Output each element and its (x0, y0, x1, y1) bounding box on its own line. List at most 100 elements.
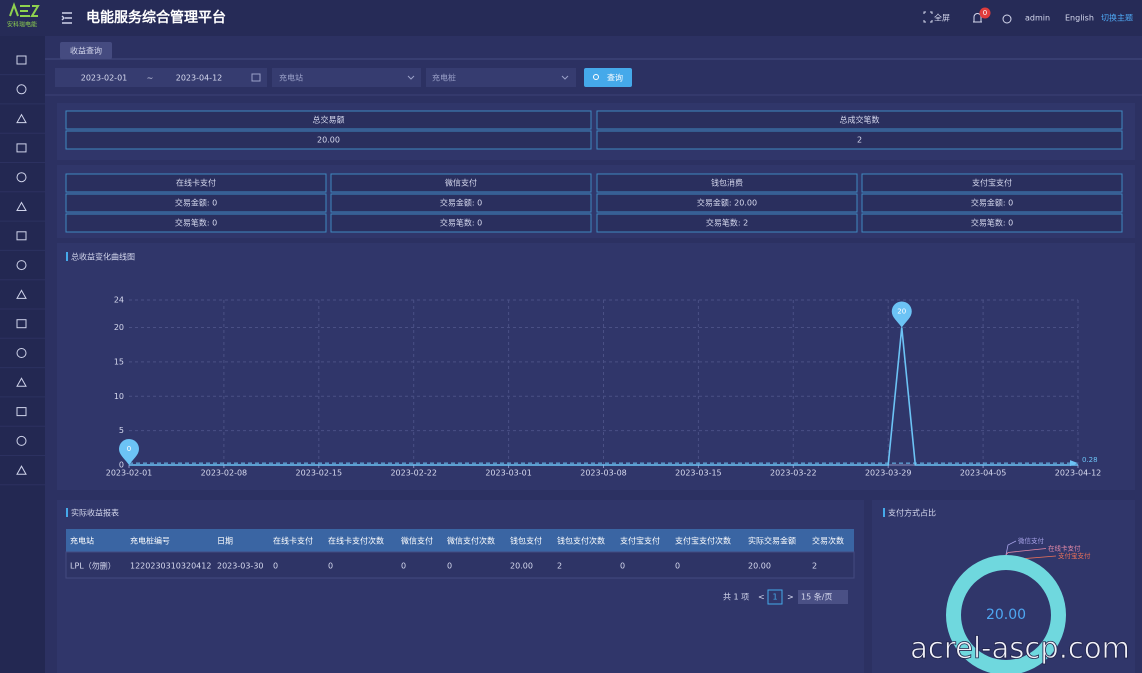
nav-icon[interactable] (16, 201, 27, 211)
language[interactable]: English (1065, 14, 1094, 23)
table-cell: 0 (401, 562, 406, 571)
payment-count: 交易笔数: 0 (175, 218, 217, 228)
summary-label: 总成交笔数 (840, 115, 880, 125)
table-header: 在线卡支付次数 (328, 536, 384, 546)
payment-box (861, 213, 1123, 233)
start-date[interactable]: 2023-02-01 (81, 74, 128, 83)
pagination-prev[interactable]: < (758, 593, 765, 602)
nav-icon[interactable] (16, 465, 27, 475)
table-cell: 0 (620, 562, 625, 571)
nav-icon[interactable] (16, 435, 27, 446)
pagination-page[interactable]: 1 (772, 593, 777, 602)
pile-select[interactable] (426, 68, 576, 87)
table-cell: LPL（勿删） (70, 561, 116, 571)
page-size-box[interactable] (798, 590, 848, 604)
payment-amount: 交易金额: 0 (971, 198, 1013, 208)
pagination-next[interactable]: > (787, 593, 794, 602)
tab-label[interactable]: 收益查询 (70, 46, 102, 56)
table-header: 支付宝支付 (620, 536, 660, 546)
table-cell: 0 (273, 562, 278, 571)
y-tick-label: 5 (119, 426, 124, 435)
table-title: 实际收益报表 (71, 508, 119, 518)
nav-icon[interactable] (16, 377, 27, 387)
end-date[interactable]: 2023-04-12 (176, 74, 223, 83)
leader-line (1005, 548, 1047, 556)
theme-switch[interactable]: 切换主题 (1101, 13, 1133, 23)
query-button[interactable] (584, 68, 632, 87)
pagination-page-box[interactable] (767, 589, 783, 605)
y-tick-label: 24 (114, 296, 124, 305)
station-select[interactable] (272, 68, 421, 87)
query-label[interactable]: 查询 (607, 73, 623, 83)
summary-label-box (596, 110, 1123, 130)
nav-icon[interactable] (16, 407, 27, 417)
payment-box (861, 173, 1123, 193)
average-label: 0.28 (1082, 456, 1098, 464)
mark-pin (891, 301, 912, 328)
table-header: 日期 (217, 537, 233, 546)
payment-name: 微信支付 (445, 178, 477, 188)
logo-text: 安科瑞电能 (7, 21, 37, 29)
donut-title: 支付方式占比 (888, 508, 936, 518)
fullscreen[interactable]: 全屏 (934, 13, 950, 23)
nav-icon[interactable] (16, 289, 27, 299)
table-cell: 1220230310320412 (130, 562, 211, 571)
y-tick-label: 0 (119, 461, 124, 470)
nav-icon[interactable] (16, 172, 27, 183)
header-bar (0, 0, 1142, 36)
pile-placeholder[interactable]: 充电桩 (432, 73, 456, 83)
x-tick-label: 2023-02-15 (296, 469, 343, 478)
bell-icon[interactable] (973, 13, 982, 23)
table-cell: 0 (447, 562, 452, 571)
nav-icon[interactable] (16, 231, 27, 241)
nav-icon[interactable] (16, 319, 27, 329)
summary-value: 20.00 (317, 136, 340, 145)
nav-icon[interactable] (16, 348, 27, 358)
date-range[interactable] (55, 68, 267, 87)
menu-toggle[interactable] (61, 12, 72, 24)
y-tick-label: 20 (114, 323, 124, 332)
payment-box (65, 193, 327, 213)
donut-panel (872, 500, 1135, 673)
title-bar (66, 508, 68, 517)
mark-pin-label: 20 (897, 308, 906, 316)
donut-label: 支付宝支付 (1058, 551, 1091, 560)
nav-icon[interactable] (16, 55, 27, 65)
badge (979, 7, 991, 19)
payment-name: 在线卡支付 (176, 178, 216, 188)
pagination-total: 共 1 项 (723, 593, 749, 602)
x-tick-label: 2023-03-22 (770, 469, 817, 478)
nav-icon[interactable] (16, 113, 27, 124)
page-size[interactable]: 15 条/页 (801, 592, 832, 602)
summary-value-box (65, 130, 592, 150)
payment-count: 交易笔数: 0 (971, 218, 1013, 228)
payment-count: 交易笔数: 2 (706, 218, 748, 228)
summary-label-box (65, 110, 592, 130)
nav-icon[interactable] (16, 143, 27, 153)
table-header: 支付宝支付次数 (675, 536, 731, 546)
app-title: 电能服务综合管理平台 (86, 9, 226, 26)
x-tick-label: 2023-04-05 (960, 469, 1007, 478)
select-arrow (407, 75, 415, 80)
nav-icon[interactable] (16, 84, 27, 95)
donut-label: 微信支付 (1018, 536, 1045, 545)
fullscreen-icon[interactable] (923, 11, 933, 23)
user[interactable]: admin (1025, 14, 1050, 23)
leader-line (1005, 540, 1017, 556)
watermark: acrel-ascp.com (910, 631, 1130, 665)
x-tick-label: 2023-02-22 (390, 469, 437, 478)
table-cell: 20.00 (748, 562, 771, 571)
nav-icon[interactable] (16, 260, 27, 271)
summary-value-box (596, 130, 1123, 150)
tab[interactable] (60, 42, 112, 59)
payment-box (330, 213, 592, 233)
x-tick-label: 2023-02-01 (106, 469, 153, 478)
donut-center: 20.00 (986, 607, 1026, 623)
payment-box (330, 173, 592, 193)
table-panel (57, 500, 864, 673)
table-cell: 0 (328, 562, 333, 571)
station-placeholder[interactable]: 充电站 (279, 73, 303, 83)
help-icon[interactable] (1002, 14, 1012, 24)
